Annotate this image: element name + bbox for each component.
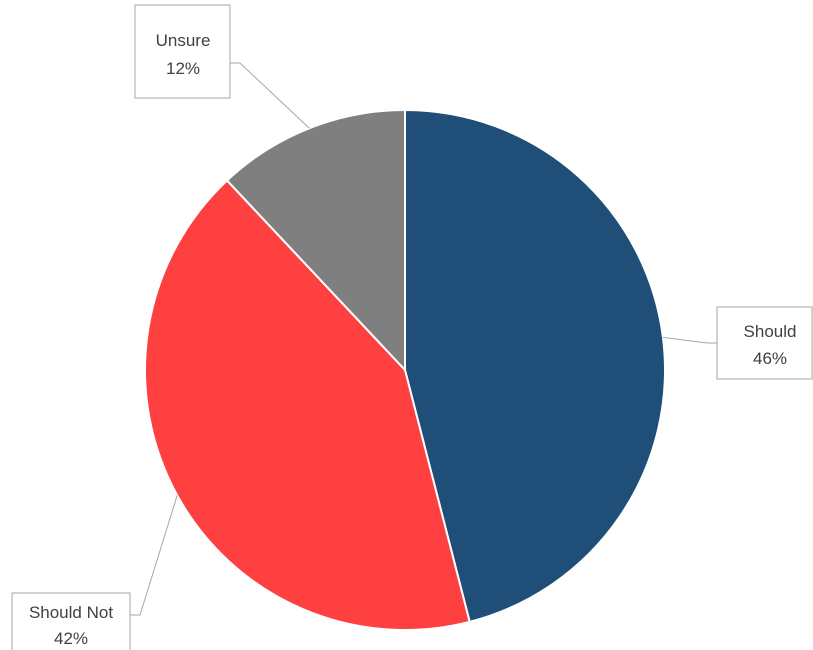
label-unsure-value: 12% bbox=[166, 59, 200, 78]
label-box-unsure bbox=[134, 4, 231, 99]
pie-slice-unsure bbox=[225, 108, 406, 373]
label-box-should bbox=[716, 306, 813, 380]
label-should-not: Should Not 42% bbox=[11, 592, 131, 650]
label-should-name: Should bbox=[744, 322, 797, 341]
pie-slice-should-not bbox=[144, 179, 471, 631]
label-should: Should 46% bbox=[716, 306, 813, 380]
leader-line-should bbox=[662, 336, 717, 344]
leader-lines bbox=[130, 62, 717, 616]
label-box-should-not bbox=[11, 592, 131, 650]
label-should-not-value: 42% bbox=[54, 629, 88, 648]
pie-slices bbox=[144, 108, 666, 631]
leader-line-unsure bbox=[230, 62, 310, 129]
label-should-value: 46% bbox=[753, 349, 787, 368]
leader-line-should-not bbox=[130, 495, 178, 616]
label-should-not-name: Should Not bbox=[29, 603, 113, 622]
label-unsure: Unsure 12% bbox=[134, 4, 231, 99]
label-unsure-name: Unsure bbox=[156, 31, 211, 50]
